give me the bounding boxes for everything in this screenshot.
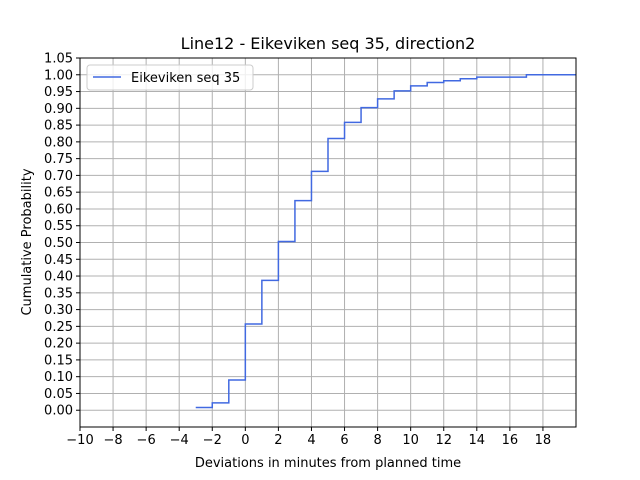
y-tick-label: 0.05 — [44, 387, 73, 402]
x-tick-label: 8 — [373, 433, 381, 448]
y-tick-label: 0.80 — [44, 135, 73, 150]
y-tick-label: 0.10 — [44, 370, 73, 385]
x-tick-label: 6 — [340, 433, 348, 448]
y-tick-label: 0.30 — [44, 303, 73, 318]
x-tick-label: −8 — [103, 433, 122, 448]
y-axis-title: Cumulative Probability — [20, 168, 35, 315]
y-tick-label: 0.90 — [44, 102, 73, 117]
x-tick-label: −10 — [66, 433, 93, 448]
grid — [79, 57, 576, 427]
y-tick-label: 1.05 — [44, 52, 73, 67]
chart-title: Line12 - Eikeviken seq 35, direction2 — [181, 34, 476, 53]
y-tick-label: 0.75 — [44, 152, 73, 167]
x-tick-label: 2 — [274, 433, 282, 448]
y-tick-label: 0.65 — [44, 186, 73, 201]
x-tick-label: 0 — [241, 433, 249, 448]
series-layer — [195, 74, 576, 409]
y-tick-label: 0.70 — [44, 169, 73, 184]
legend: Eikeviken seq 35 — [86, 64, 254, 91]
x-tick-label: −2 — [203, 433, 222, 448]
y-tick-label: 0.60 — [44, 202, 73, 217]
x-tick-label: 4 — [307, 433, 315, 448]
y-tick-label: 0.40 — [44, 270, 73, 285]
y-tick-label: 0.50 — [44, 236, 73, 251]
y-tick-label: 0.20 — [44, 337, 73, 352]
y-tick-label: 0.95 — [44, 85, 73, 100]
x-tick-label: −4 — [170, 433, 189, 448]
x-tick-label: 12 — [435, 433, 452, 448]
y-tick-label: 0.55 — [44, 219, 73, 234]
x-tick-label: −6 — [137, 433, 156, 448]
y-tick-label: 1.00 — [44, 68, 73, 83]
y-tick-label: 0.35 — [44, 286, 73, 301]
y-tick-label: 0.85 — [44, 119, 73, 134]
y-tick-label: 0.00 — [44, 404, 73, 419]
y-tick-label: 0.25 — [44, 320, 73, 335]
x-axis-title: Deviations in minutes from planned time — [195, 456, 461, 471]
y-axis-ticks: 0.00 0.05 0.10 0.150.20 0.25 0.30 0.350.40 0.45… — [44, 52, 80, 419]
legend-box — [86, 64, 254, 91]
y-tick-label: 0.15 — [44, 353, 73, 368]
y-tick-label: 0.45 — [44, 253, 73, 268]
x-tick-label: 14 — [469, 433, 486, 448]
x-tick-label: 18 — [535, 433, 552, 448]
x-tick-label: 10 — [402, 433, 419, 448]
x-axis-ticks: −10 −8 −6 −4 −2 0 2 4 6 8 10 12 14 16 18 — [66, 427, 551, 448]
series-line — [195, 74, 576, 409]
x-tick-label: 16 — [502, 433, 519, 448]
legend-label: Eikeviken seq 35 — [131, 71, 240, 86]
